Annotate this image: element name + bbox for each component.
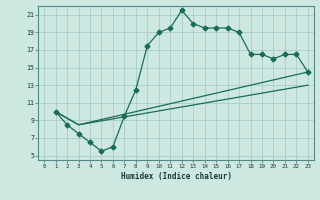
X-axis label: Humidex (Indice chaleur): Humidex (Indice chaleur) — [121, 172, 231, 181]
